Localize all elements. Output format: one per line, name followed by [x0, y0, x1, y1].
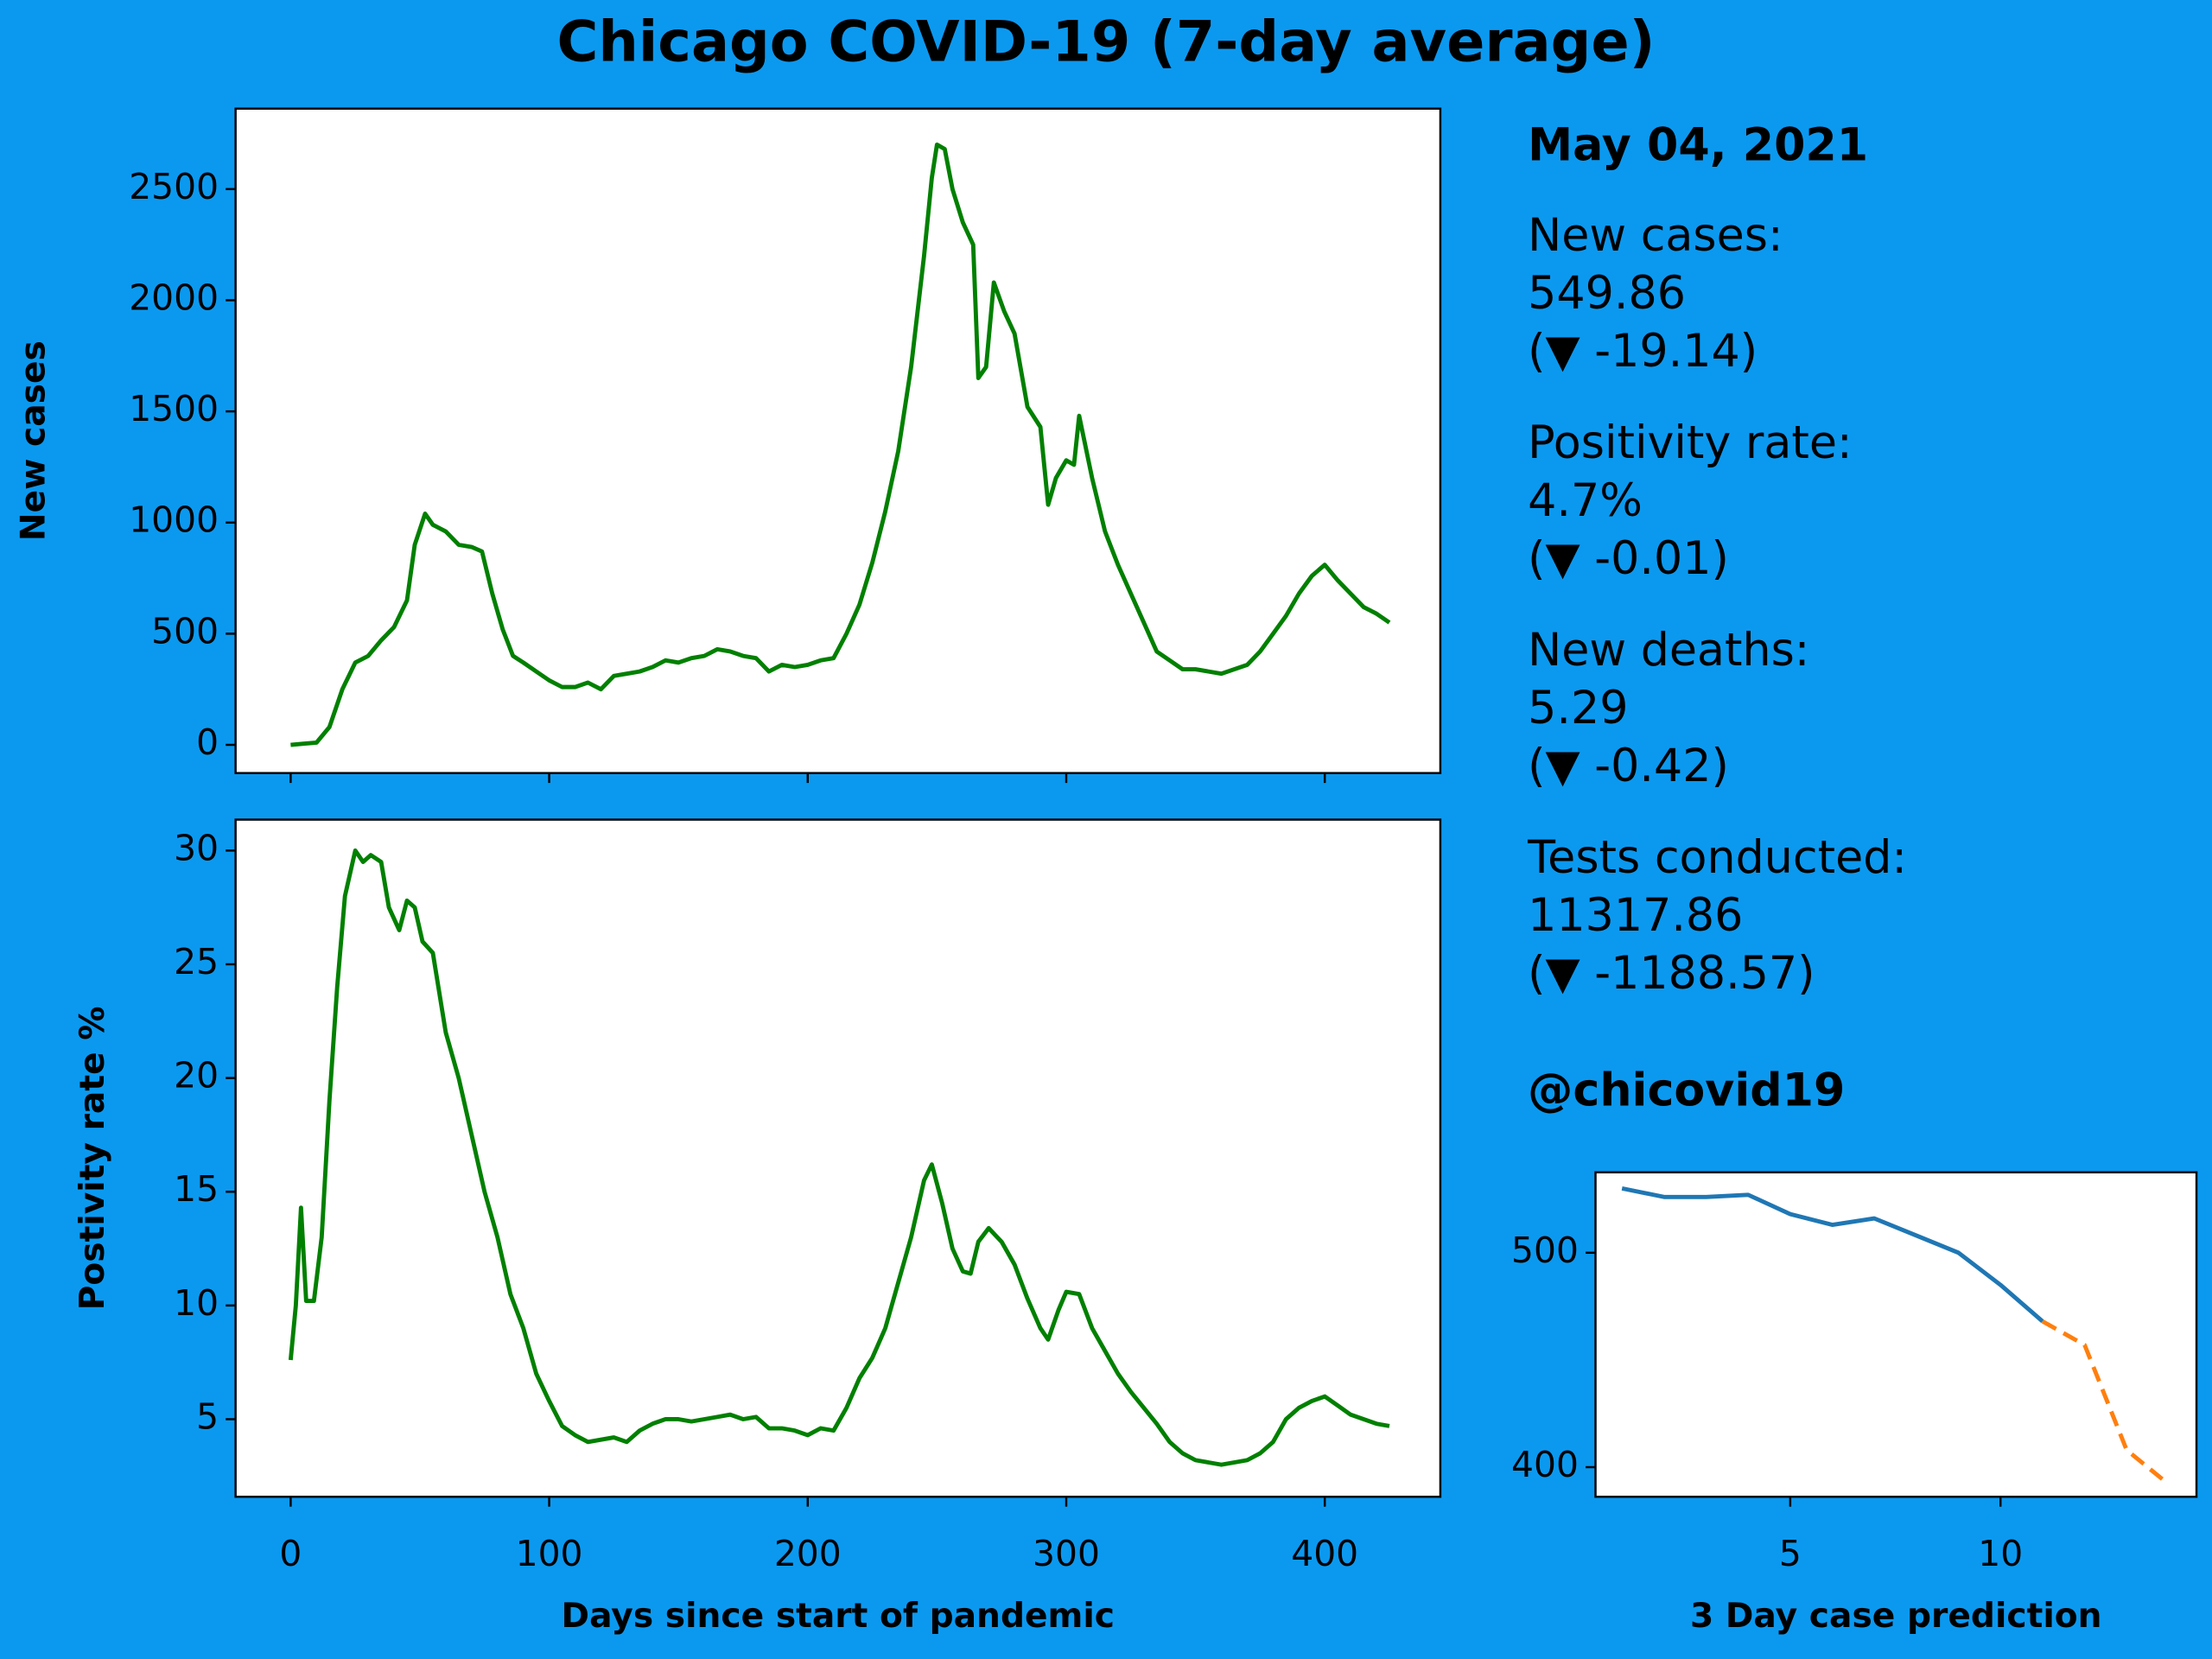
figure-title: Chicago COVID-19 (7-day average) [556, 9, 1655, 74]
y-tick-label: 2000 [129, 276, 219, 318]
y-tick-label: 10 [174, 1282, 219, 1324]
summary-label: New cases: [1528, 210, 1783, 262]
y-axis-label: New cases [14, 340, 53, 541]
x-tick-label: 300 [1033, 1533, 1100, 1574]
summary-date: May 04, 2021 [1528, 119, 1868, 171]
x-tick-label: 100 [516, 1533, 583, 1574]
x-axis-label: Days since start of pandemic [562, 1597, 1115, 1636]
y-tick-label: 1000 [129, 499, 219, 541]
y-tick-label: 1500 [129, 388, 219, 429]
plot-frame [234, 818, 1442, 1498]
summary-handle: @chicovid19 [1528, 1065, 1845, 1116]
summary-change: (▼ -1188.57) [1528, 948, 1815, 1000]
y-tick-label: 5 [196, 1395, 219, 1437]
summary-value: 549.86 [1528, 268, 1686, 320]
plot-area [235, 108, 1440, 773]
summary-value: 5.29 [1528, 683, 1628, 734]
x-tick-label: 5 [1779, 1533, 1802, 1574]
summary-change: (▼ -19.14) [1528, 326, 1758, 378]
y-tick-label: 20 [174, 1055, 219, 1096]
summary-value: 4.7% [1528, 475, 1643, 527]
x-tick-label: 200 [774, 1533, 842, 1574]
y-tick-label: 25 [174, 941, 219, 982]
series-line [290, 142, 1391, 747]
y-tick-label: 15 [174, 1168, 219, 1210]
y-tick-label: 500 [151, 610, 219, 652]
x-tick-label: 10 [1978, 1533, 2023, 1574]
x-tick-label: 0 [279, 1533, 302, 1574]
y-axis-label: Postivity rate % [73, 1006, 112, 1310]
x-tick-label: 400 [1291, 1533, 1358, 1574]
plot-frame [1594, 1171, 2198, 1498]
series-line [288, 848, 1390, 1467]
series-line [2041, 1319, 2171, 1486]
summary-value: 11317.86 [1528, 890, 1743, 942]
plot-area [235, 819, 1440, 1497]
x-axis-label: 3 Day case prediction [1690, 1597, 2102, 1636]
y-tick-label: 500 [1511, 1230, 1579, 1271]
summary-change: (▼ -0.42) [1528, 741, 1729, 792]
series-line [1621, 1185, 2044, 1324]
summary-label: Tests conducted: [1527, 832, 1907, 884]
summary-change: (▼ -0.01) [1528, 533, 1729, 585]
summary-label: New deaths: [1528, 625, 1809, 677]
summary-label: Positivity rate: [1528, 417, 1852, 469]
y-tick-label: 30 [174, 827, 219, 868]
y-tick-label: 400 [1511, 1444, 1579, 1485]
plot-area [1595, 1172, 2197, 1497]
y-tick-label: 0 [196, 721, 219, 763]
plot-frame [234, 107, 1442, 774]
y-tick-label: 2500 [129, 166, 219, 207]
